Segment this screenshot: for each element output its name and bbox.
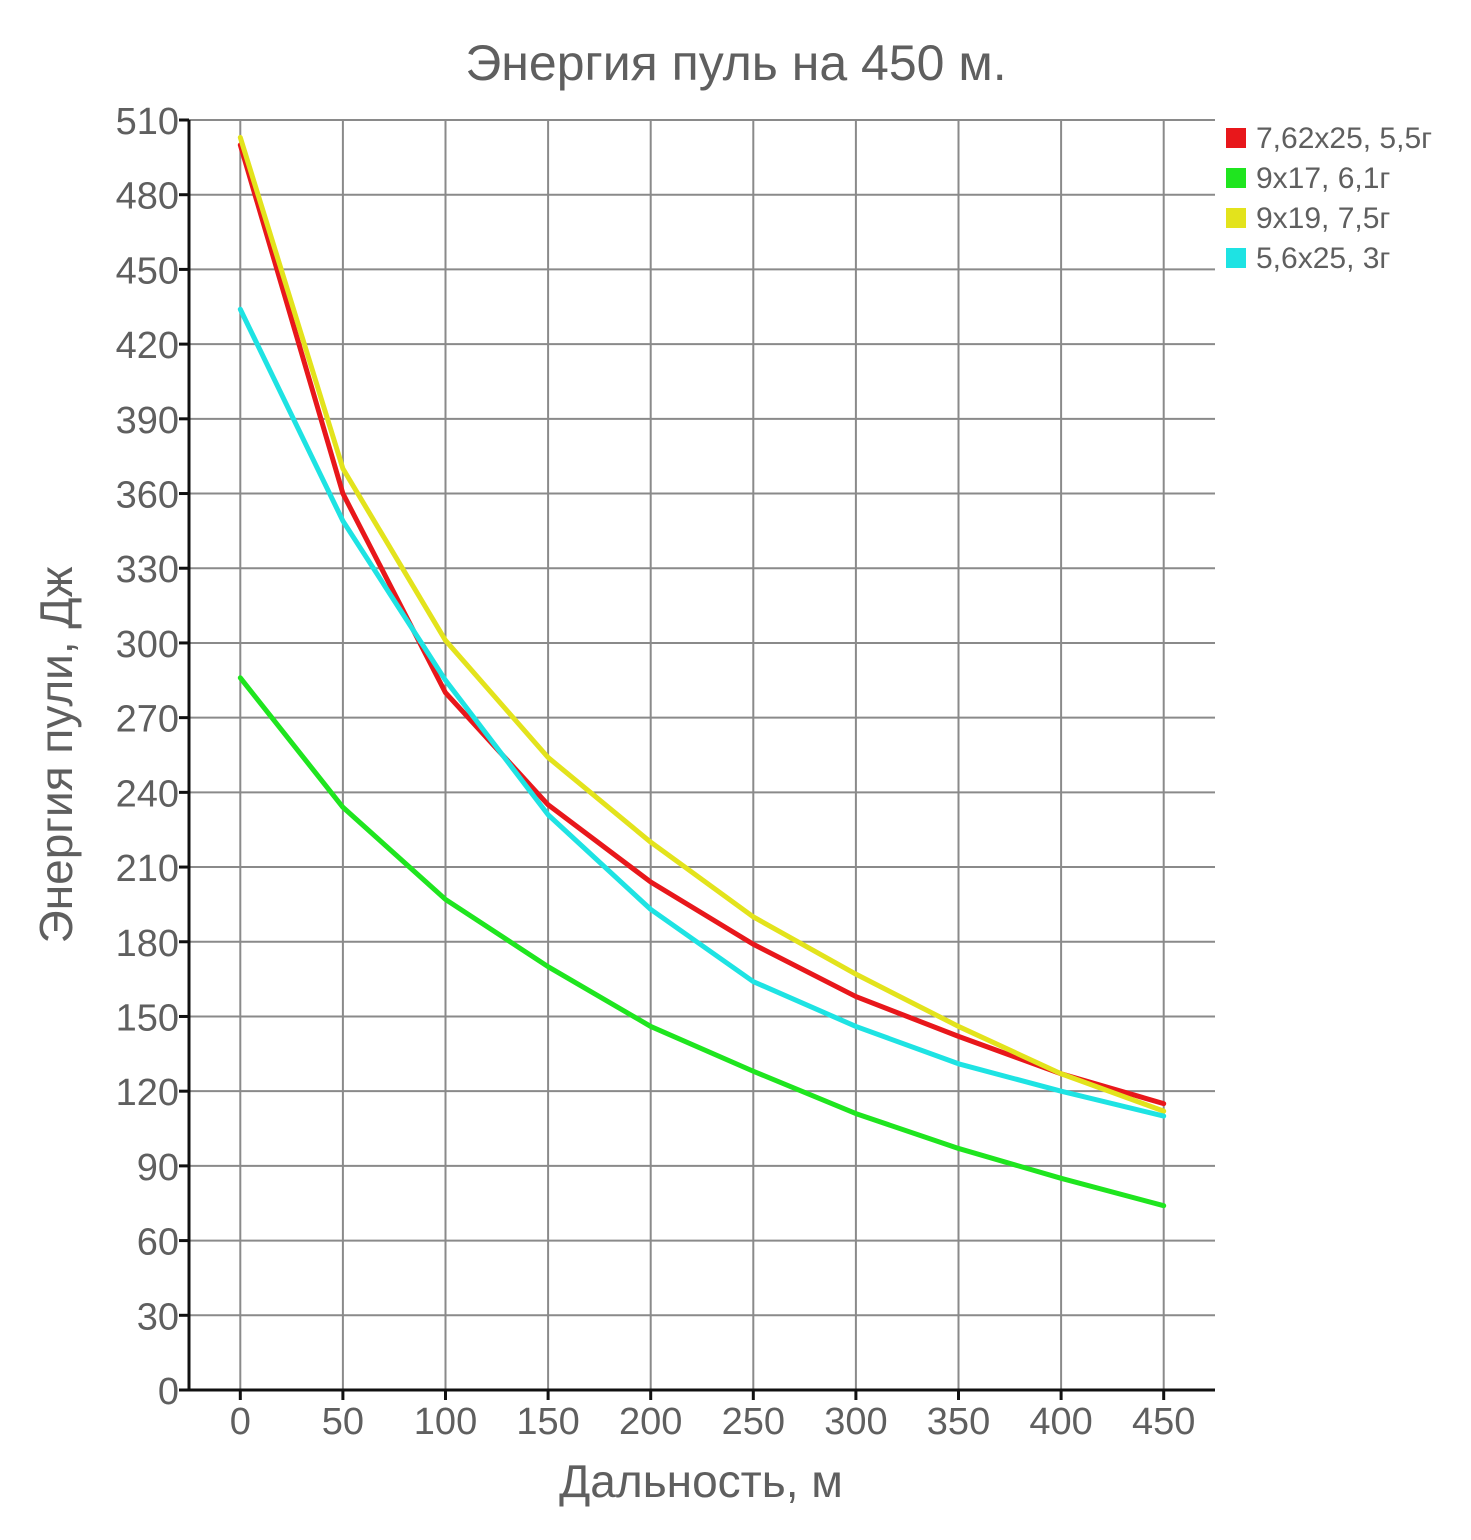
x-tick-label: 100: [414, 1401, 477, 1443]
y-tick-label: 90: [137, 1147, 179, 1189]
x-axis-ticks: 0 50 100 150 200 250 300 350 400 450: [230, 1401, 1196, 1443]
legend-swatch: [1226, 248, 1246, 268]
x-tick-label: 50: [322, 1401, 364, 1443]
legend-label: 5,6x25, 3г: [1256, 242, 1390, 275]
grid: [189, 119, 1215, 1390]
y-tick-label: 420: [116, 325, 179, 367]
x-axis-label: Дальность, м: [559, 1455, 843, 1507]
y-tick-label: 0: [158, 1371, 179, 1413]
legend-swatch: [1226, 128, 1246, 148]
legend-label: 9x19, 7,5г: [1256, 202, 1390, 235]
y-tick-label: 240: [116, 773, 179, 815]
y-tick-label: 480: [116, 176, 179, 218]
x-tick-label: 450: [1132, 1401, 1195, 1443]
series-line: [237, 134, 1167, 1114]
x-tick-label: 150: [516, 1401, 579, 1443]
x-tick-label: 350: [927, 1401, 990, 1443]
series-line: [237, 675, 1167, 1209]
y-tick-label: 60: [137, 1222, 179, 1264]
x-tick-label: 0: [230, 1401, 251, 1443]
y-tick-label: 120: [116, 1072, 179, 1114]
legend-swatch: [1226, 168, 1246, 188]
x-tick-label: 250: [722, 1401, 785, 1443]
y-tick-label: 30: [137, 1296, 179, 1338]
legend-label: 9x17, 6,1г: [1256, 162, 1390, 195]
y-axis-label: Энергия пули, Дж: [30, 566, 82, 943]
y-tick-label: 510: [116, 101, 179, 143]
y-tick-label: 450: [116, 250, 179, 292]
legend: 7,62x25, 5,5г 9x17, 6,1г 9x19, 7,5г 5,6x25,…: [1226, 122, 1432, 275]
y-tick-label: 210: [116, 848, 179, 890]
x-tick-label: 400: [1029, 1401, 1092, 1443]
y-tick-label: 360: [116, 475, 179, 517]
series-line: [237, 306, 1167, 1119]
y-tick-label: 390: [116, 400, 179, 442]
axes: [179, 118, 1215, 1400]
y-tick-label: 270: [116, 699, 179, 741]
y-axis-ticks: 0 30 60 90 120 150 180 210 240 270 300 330 360 390 420…: [116, 101, 179, 1413]
y-tick-label: 180: [116, 923, 179, 965]
y-tick-label: 330: [116, 549, 179, 591]
x-tick-label: 200: [619, 1401, 682, 1443]
x-tick-label: 300: [824, 1401, 887, 1443]
y-tick-label: 150: [116, 997, 179, 1039]
legend-swatch: [1226, 208, 1246, 228]
chart-title: Энергия пуль на 450 м.: [465, 35, 1006, 91]
y-tick-label: 300: [116, 624, 179, 666]
series-lines: [237, 134, 1167, 1209]
legend-label: 7,62x25, 5,5г: [1256, 122, 1432, 155]
series-line: [237, 142, 1167, 1107]
